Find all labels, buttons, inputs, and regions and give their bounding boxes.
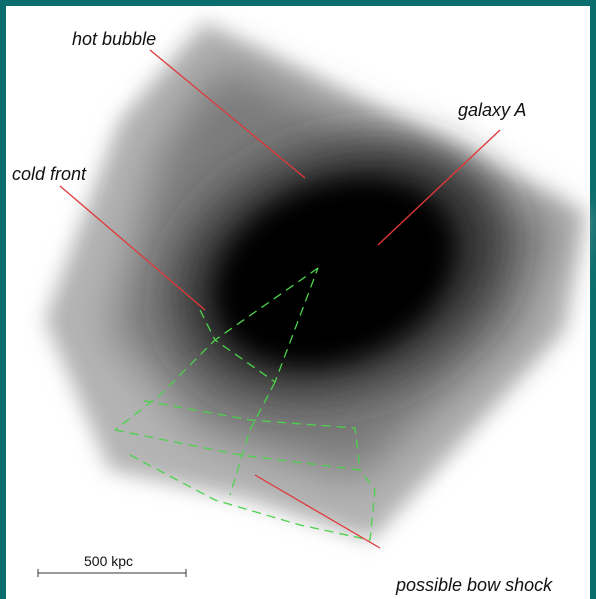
contour: [213, 267, 319, 384]
contour: [129, 454, 376, 541]
contour: [229, 381, 276, 496]
label: cold front: [12, 164, 87, 184]
label: galaxy A: [458, 100, 526, 120]
pointer: [59, 185, 206, 311]
pointer: [254, 474, 381, 549]
label: hot bubble: [72, 29, 156, 49]
scale-label: 500 kpc: [84, 553, 133, 569]
galaxy-core: [214, 177, 456, 367]
label: possible bow shock: [395, 575, 553, 595]
pointer: [149, 49, 306, 179]
pointer: [377, 129, 501, 246]
contour: [114, 399, 361, 471]
contour: [114, 309, 216, 431]
